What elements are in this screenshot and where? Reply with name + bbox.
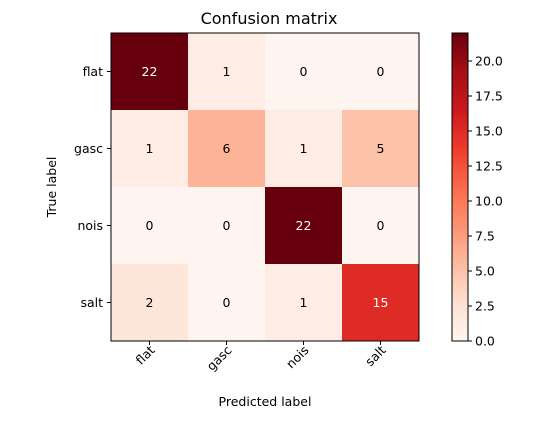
heatmap-cell: [111, 187, 188, 264]
heatmap-cell-label: 2: [146, 295, 154, 310]
colorbar: [451, 32, 469, 342]
heatmap-cell: [188, 33, 265, 110]
heatmap-cell-labels: 22 1 0 01 6 1 50 0 22 02 0 1 15: [142, 64, 389, 310]
chart-title: Confusion matrix: [201, 9, 338, 28]
y-tick-label: flat: [83, 64, 104, 79]
heatmap-cell-label: 1: [300, 141, 308, 156]
heatmap-cell: [342, 264, 419, 341]
heatmap-cell-label: 1: [300, 295, 308, 310]
heatmap-cell-label: 1: [223, 64, 231, 79]
colorbar-tick-label: 5.0: [475, 264, 495, 279]
colorbar-tick-label: 2.5: [475, 299, 495, 314]
heatmap-cell: [342, 33, 419, 110]
colorbar-tick-label: 10.0: [475, 194, 503, 209]
x-axis-label: Predicted label: [219, 394, 312, 409]
y-tick-label: gasc: [74, 141, 103, 156]
colorbar-tick-label: 0.0: [475, 334, 495, 349]
heatmap-cell-label: 22: [142, 64, 158, 79]
colorbar-tick-label: 15.0: [475, 124, 503, 139]
heatmap-cell-label: 0: [377, 64, 385, 79]
heatmap-cell-label: 6: [223, 141, 231, 156]
heatmap-cell-label: 0: [223, 295, 231, 310]
heatmap-cell: [342, 187, 419, 264]
colorbar-tick-label: 12.5: [475, 159, 503, 174]
heatmap-cell: [265, 264, 342, 341]
heatmap-cell-label: 0: [223, 218, 231, 233]
x-tick-label: gasc: [204, 342, 235, 373]
heatmap-cell-label: 22: [296, 218, 312, 233]
x-tick-label: salt: [362, 342, 389, 369]
heatmap-cell-label: 15: [373, 295, 389, 310]
heatmap-cell: [111, 110, 188, 187]
heatmap-cell: [188, 187, 265, 264]
heatmap-cell: [111, 264, 188, 341]
heatmap-cell: [265, 110, 342, 187]
colorbar-tick-label: 7.5: [475, 229, 495, 244]
heatmap-cell: [188, 264, 265, 341]
y-tick-label: salt: [80, 295, 103, 310]
colorbar-ticks: 0.0 2.5 5.0 7.5 10.0 12.5 15.0 17.5 20.0: [468, 54, 503, 349]
heatmap-cell: [111, 33, 188, 110]
heatmap-cell-label: 0: [300, 64, 308, 79]
y-tick-label: nois: [77, 218, 103, 233]
heatmap-cell-label: 5: [377, 141, 385, 156]
x-tick-label: nois: [283, 343, 312, 372]
heatmap-cell-label: 0: [146, 218, 154, 233]
x-tick-label: flat: [133, 342, 158, 367]
y-axis-ticks: flat gasc nois salt: [74, 64, 111, 310]
heatmap-cell-label: 1: [146, 141, 154, 156]
heatmap-cells: [111, 33, 419, 341]
colorbar-tick-label: 17.5: [475, 89, 503, 104]
x-axis-ticks: flat gasc nois salt: [133, 341, 389, 374]
heatmap-cell: [342, 110, 419, 187]
heatmap-cell: [265, 187, 342, 264]
heatmap-cell: [265, 33, 342, 110]
heatmap-cell-label: 0: [377, 218, 385, 233]
y-axis-label: True label: [44, 157, 59, 219]
colorbar-tick-label: 20.0: [475, 54, 503, 69]
plot-frame: [110, 32, 420, 342]
heatmap-cell: [188, 110, 265, 187]
